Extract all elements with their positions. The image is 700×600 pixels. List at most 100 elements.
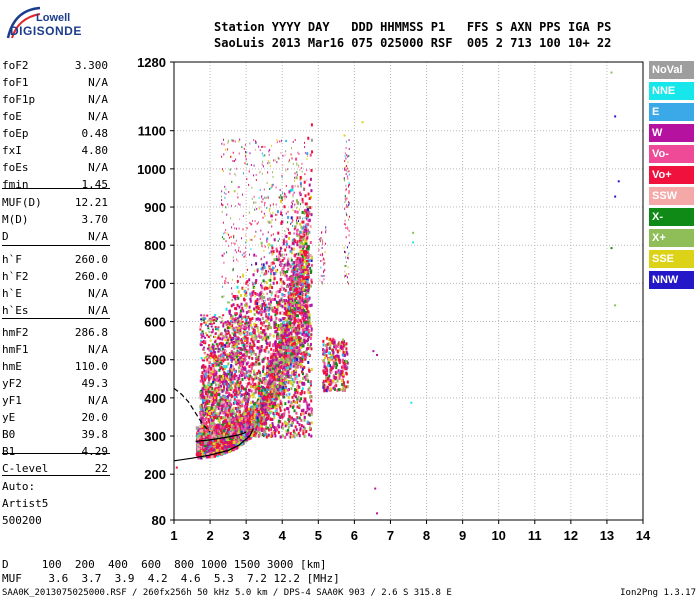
y-tick-label: 600 bbox=[144, 315, 166, 330]
echo-point bbox=[261, 310, 264, 314]
echo-point bbox=[286, 261, 289, 265]
echo-point bbox=[218, 408, 221, 412]
echo-point bbox=[310, 383, 313, 387]
echo-point bbox=[223, 143, 225, 146]
echo-point bbox=[240, 386, 243, 390]
echo-point bbox=[274, 385, 278, 389]
auto-scaler-name: Artist5 bbox=[2, 497, 49, 510]
echo-point bbox=[247, 315, 250, 319]
echo-point bbox=[220, 431, 223, 435]
echo-point bbox=[273, 321, 276, 325]
echo-point bbox=[247, 361, 250, 365]
echo-point bbox=[230, 372, 233, 376]
echo-point bbox=[277, 419, 280, 423]
echo-point bbox=[307, 324, 310, 328]
echo-point bbox=[304, 270, 308, 274]
echo-point bbox=[249, 370, 252, 374]
echo-point bbox=[306, 310, 309, 314]
echo-point bbox=[301, 327, 305, 331]
echo-point bbox=[251, 410, 255, 414]
echo-point bbox=[292, 369, 296, 373]
echo-point bbox=[307, 412, 310, 416]
echo-point bbox=[297, 299, 301, 303]
echo-point bbox=[215, 362, 218, 366]
echo-point bbox=[302, 277, 305, 281]
echo-point bbox=[310, 278, 313, 282]
echo-point bbox=[201, 409, 204, 413]
echo-point bbox=[231, 375, 234, 379]
echo-point bbox=[270, 431, 273, 435]
echo-point bbox=[273, 238, 276, 242]
x-tick-label: 1 bbox=[170, 528, 177, 543]
echo-point bbox=[234, 412, 237, 416]
echo-point bbox=[256, 298, 259, 302]
echo-point bbox=[307, 338, 310, 342]
echo-point bbox=[251, 339, 254, 343]
echo-point bbox=[245, 281, 248, 285]
echo-point bbox=[212, 370, 215, 374]
echo-point bbox=[228, 337, 231, 341]
echo-point bbox=[281, 292, 284, 296]
echo-point bbox=[309, 390, 312, 394]
echo-point bbox=[296, 405, 299, 409]
echo-point bbox=[299, 249, 303, 253]
echo-point bbox=[216, 377, 219, 381]
echo-point bbox=[303, 418, 306, 422]
echo-point bbox=[297, 272, 301, 276]
echo-point bbox=[222, 324, 225, 328]
echo-point bbox=[230, 386, 233, 390]
echo-point bbox=[221, 437, 225, 441]
echo-point bbox=[202, 394, 205, 398]
echo-point bbox=[293, 320, 297, 324]
echo-point bbox=[252, 395, 255, 399]
echo-point bbox=[230, 304, 233, 308]
echo-point bbox=[293, 263, 297, 267]
echo-point bbox=[300, 269, 303, 273]
echo-point bbox=[305, 347, 308, 351]
echo-point bbox=[252, 341, 255, 345]
echo-point bbox=[214, 452, 218, 456]
echo-point bbox=[279, 253, 282, 257]
echo-point bbox=[254, 292, 257, 296]
param-name: yF1 bbox=[2, 394, 22, 407]
echo-point bbox=[273, 425, 276, 429]
echo-point bbox=[208, 406, 211, 410]
echo-point bbox=[252, 328, 255, 332]
echo-point bbox=[260, 417, 263, 421]
echo-point bbox=[299, 319, 302, 323]
echo-point bbox=[288, 374, 291, 378]
echo-point bbox=[264, 309, 267, 313]
echo-point bbox=[207, 455, 211, 459]
echo-point bbox=[309, 321, 312, 325]
echo-point bbox=[242, 420, 245, 424]
echo-point bbox=[218, 426, 221, 430]
echo-point bbox=[275, 330, 278, 334]
echo-point bbox=[222, 441, 226, 445]
echo-point bbox=[307, 275, 310, 279]
echo-point bbox=[205, 433, 208, 437]
echo-point bbox=[310, 421, 313, 425]
echo-point bbox=[299, 258, 302, 262]
echo-point bbox=[269, 326, 272, 330]
echo-point bbox=[271, 401, 275, 405]
echo-point bbox=[226, 395, 229, 399]
echo-point bbox=[270, 271, 273, 275]
echo-point bbox=[202, 373, 205, 377]
echo-point bbox=[304, 326, 308, 330]
echo-point bbox=[211, 370, 214, 374]
echo-point bbox=[263, 403, 266, 407]
echo-point bbox=[237, 406, 240, 410]
echo-point bbox=[241, 402, 244, 406]
echo-point bbox=[221, 404, 224, 408]
echo-point bbox=[236, 425, 239, 429]
echo-point bbox=[279, 323, 282, 327]
echo-point bbox=[302, 287, 305, 291]
echo-point bbox=[293, 393, 296, 397]
echo-point bbox=[274, 389, 278, 393]
echo-point bbox=[220, 452, 224, 456]
echo-point bbox=[202, 390, 205, 394]
echo-point bbox=[307, 352, 310, 356]
echo-point bbox=[239, 324, 242, 328]
echo-point bbox=[234, 406, 237, 410]
echo-point bbox=[277, 413, 280, 417]
